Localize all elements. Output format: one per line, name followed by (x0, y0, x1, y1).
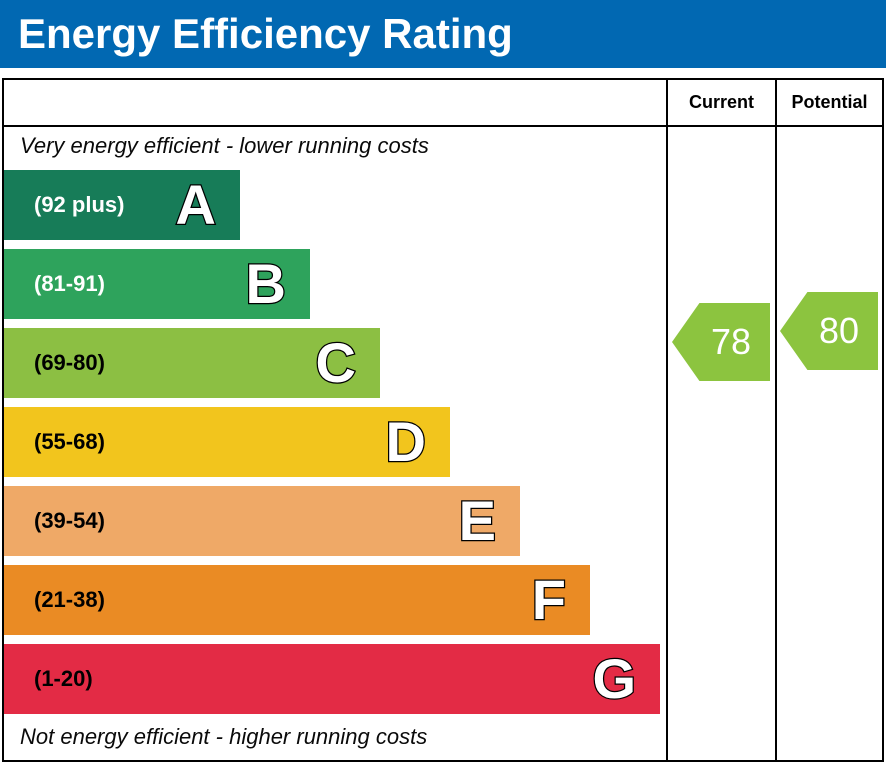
band-a-letter: A (174, 173, 217, 236)
band-g: (1-20) G (4, 644, 660, 714)
band-a-range: (92 plus) (34, 192, 125, 217)
band-b: (81-91) B (4, 249, 310, 319)
chart-frame: Current Potential Very energy efficient … (2, 78, 884, 762)
column-header-potential: Potential (791, 92, 868, 112)
band-d-letter: D (384, 410, 427, 473)
header-divider (4, 125, 882, 127)
band-c: (69-80) C (4, 328, 380, 398)
title-bar: Energy Efficiency Rating (0, 0, 886, 68)
band-d: (55-68) D (4, 407, 450, 477)
band-g-range: (1-20) (34, 666, 93, 691)
page-title: Energy Efficiency Rating (18, 10, 513, 57)
caption-not-efficient: Not energy efficient - higher running co… (20, 724, 428, 749)
band-c-range: (69-80) (34, 350, 105, 375)
band-e-letter: E (457, 489, 497, 552)
current-rating-arrow: 78 (672, 303, 770, 381)
band-f: (21-38) F (4, 565, 590, 635)
potential-rating-arrow: 80 (780, 292, 878, 370)
potential-column-divider (775, 80, 777, 760)
band-g-letter: G (591, 647, 637, 710)
band-f-letter: F (531, 568, 568, 631)
band-b-range: (81-91) (34, 271, 105, 296)
caption-very-efficient: Very energy efficient - lower running co… (20, 133, 429, 158)
band-b-letter: B (244, 252, 287, 315)
potential-rating-value: 80 (818, 310, 860, 351)
band-d-range: (55-68) (34, 429, 105, 454)
band-c-letter: C (314, 331, 357, 394)
band-e: (39-54) E (4, 486, 520, 556)
current-rating-value: 78 (710, 321, 752, 362)
band-a: (92 plus) A (4, 170, 240, 240)
band-f-range: (21-38) (34, 587, 105, 612)
current-column-divider (666, 80, 668, 760)
band-e-range: (39-54) (34, 508, 105, 533)
column-header-current: Current (688, 92, 754, 112)
